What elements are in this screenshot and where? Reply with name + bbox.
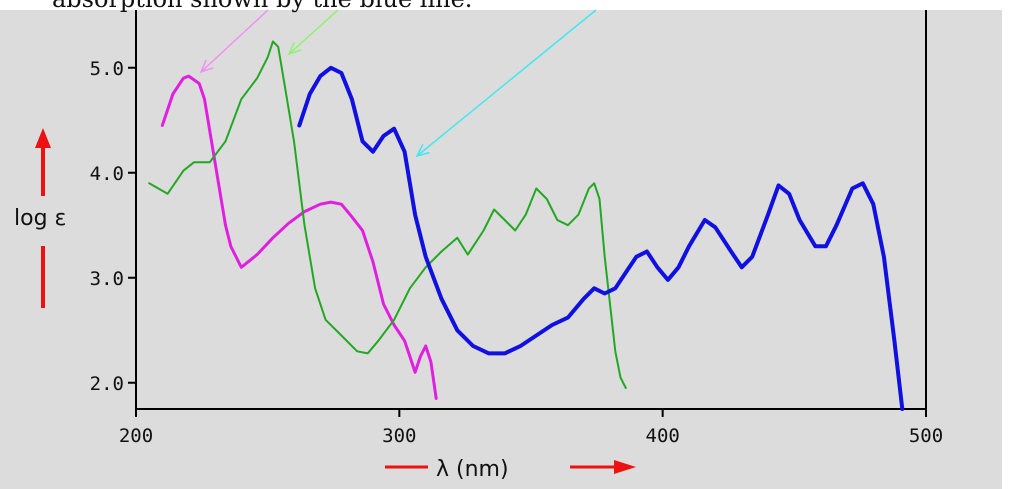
- y-axis-ticks: 2.0 3.0 4.0 5.0: [90, 58, 136, 395]
- green-pointer-arrow-line: [288, 9, 339, 55]
- blue-series-line: [297, 65, 905, 411]
- x-axis-ticks: 200 300 400 500: [119, 409, 943, 447]
- x-axis-label: λ (nm): [436, 457, 509, 482]
- magenta-pointer-arrow-line: [200, 9, 269, 73]
- x-axis-label-group: λ (nm): [385, 457, 636, 482]
- blue-pointer-arrow-line: [416, 9, 597, 157]
- y-arrow-up-head-icon: [35, 128, 51, 148]
- y-tick-label: 2.0: [90, 373, 124, 395]
- y-axis-label: log ε: [14, 206, 66, 231]
- right-margin-strip: [1002, 0, 1014, 489]
- green-series-line: [148, 40, 627, 389]
- x-tick-label: 500: [909, 425, 943, 447]
- series-lines: [148, 40, 905, 411]
- caption-text: absorption shown by the blue line.: [52, 0, 472, 13]
- green-pointer-arrow-head-icon: [287, 41, 302, 56]
- caption-background: [0, 0, 1014, 10]
- pointer-arrows: [199, 9, 597, 158]
- x-tick-label: 300: [382, 425, 416, 447]
- y-tick-label: 5.0: [90, 58, 124, 80]
- axes: [135, 10, 927, 410]
- y-tick-label: 4.0: [90, 163, 124, 185]
- x-tick-label: 400: [646, 425, 680, 447]
- magenta-pointer-arrow-head-icon: [199, 59, 214, 74]
- x-tick-label: 200: [119, 425, 153, 447]
- magenta-series-line: [160, 74, 438, 400]
- y-axis-label-group: log ε: [14, 128, 66, 308]
- x-arrow-right-head-icon: [614, 460, 636, 474]
- y-tick-label: 3.0: [90, 268, 124, 290]
- blue-pointer-arrow-head-icon: [415, 144, 430, 158]
